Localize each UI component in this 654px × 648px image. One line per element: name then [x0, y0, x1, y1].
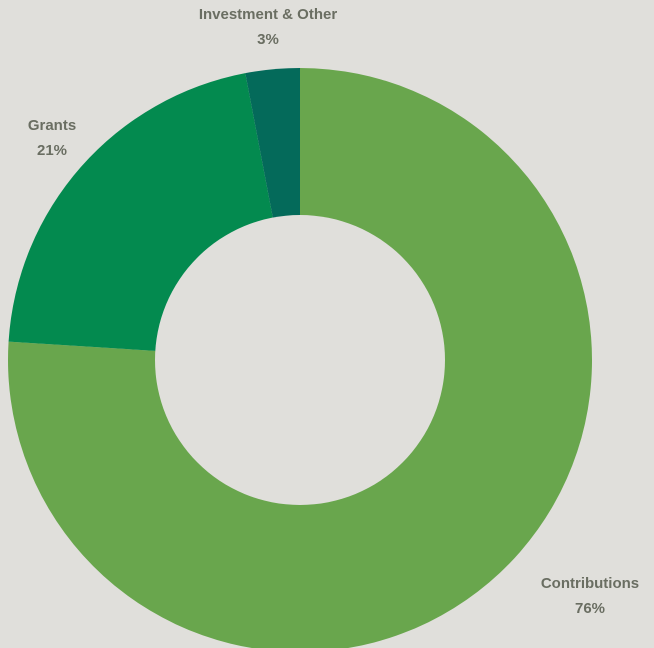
donut-hole [155, 215, 445, 505]
slice-label-name: Grants [28, 117, 76, 134]
slice-label-name: Contributions [541, 575, 639, 592]
slice-labels: Contributions 76% Grants 21% Investment & Ot… [28, 6, 639, 617]
slice-label-value: 76% [575, 600, 605, 617]
slice-label-name: Investment & Other [199, 6, 338, 23]
slice-label-value: 3% [257, 31, 279, 48]
slice-label-value: 21% [37, 142, 67, 159]
